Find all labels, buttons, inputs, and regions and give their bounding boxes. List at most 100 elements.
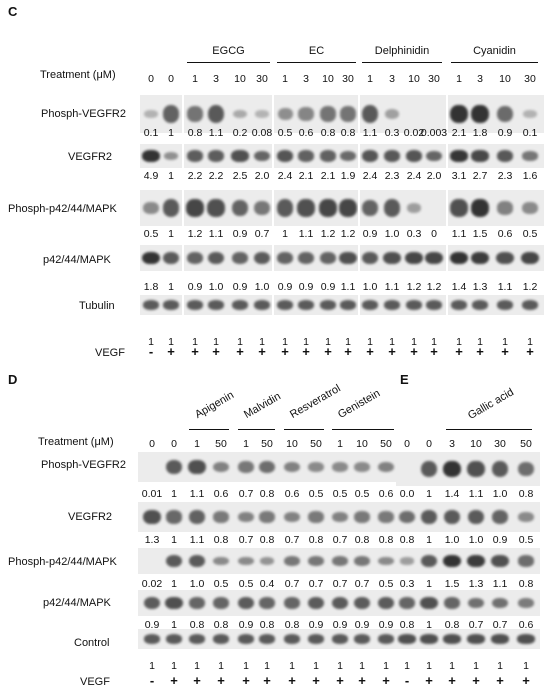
panel-d-band — [307, 596, 325, 610]
panel-d-quant-4-2: 1 — [194, 660, 200, 672]
panel-d-quant-3-0: 0.9 — [144, 619, 160, 631]
panel-c-band — [142, 251, 160, 265]
panel-c-vegf-4: + — [236, 344, 244, 359]
panel-c-quant-4-4: 1 — [237, 336, 243, 348]
panel-d-row-label-4: Control — [74, 637, 110, 649]
panel-c-quant-4-6: 1 — [282, 336, 288, 348]
panel-c-lane-gap — [446, 144, 448, 168]
panel-c-quant-2-3: 1.1 — [208, 228, 224, 240]
panel-d-band — [307, 634, 325, 644]
panel-c-quant-4-12: 1 — [411, 336, 417, 348]
panel-d-quant-0-1: 1 — [171, 488, 177, 500]
panel-c-quant-4-1: 1 — [168, 336, 174, 348]
panel-c-group-3: Cyanidin — [473, 45, 516, 57]
panel-d-vegf-0: - — [149, 673, 155, 688]
panel-e-treatment-5: 50 — [520, 438, 532, 450]
panel-c-vegf-14: + — [455, 344, 463, 359]
panel-c-blot-1 — [140, 144, 544, 168]
panel-d-quant-4-1: 1 — [171, 660, 177, 672]
panel-e-quant-1-3: 1.0 — [468, 534, 484, 546]
panel-e-treatment-1: 0 — [426, 438, 432, 450]
panel-d-row-label-1: VEGFR2 — [68, 511, 113, 523]
panel-e-blot-4 — [396, 629, 540, 649]
panel-c-quant-0-11: 0.3 — [384, 127, 400, 139]
panel-c-band — [319, 252, 337, 264]
panel-d-band — [165, 596, 183, 610]
panel-e-band — [517, 634, 535, 644]
panel-c-band — [297, 150, 315, 162]
panel-c-vegf-5: + — [258, 344, 266, 359]
panel-d-quant-0-5: 0.8 — [259, 488, 275, 500]
panel-c-band — [254, 200, 270, 216]
panel-c-row-label-0: Phosph-VEGFR2 — [41, 108, 126, 120]
panel-d-quant-3-5: 0.8 — [259, 619, 275, 631]
panel-c-quant-2-5: 0.7 — [254, 228, 270, 240]
panel-c-blot-0 — [140, 95, 544, 133]
panel-d-group-0: Apigenin — [193, 389, 237, 421]
panel-e-band — [443, 460, 461, 478]
panel-c-quant-1-6: 2.4 — [277, 170, 293, 182]
panel-d-band — [283, 634, 301, 644]
panel-c-vegf-15: + — [476, 344, 484, 359]
panel-e-vegf-1: + — [425, 673, 433, 688]
panel-d-band — [331, 596, 349, 610]
panel-d-quant-2-2: 1.0 — [189, 578, 205, 590]
panel-c-band — [162, 105, 180, 123]
panel-c-quant-1-15: 2.7 — [472, 170, 488, 182]
panel-d-band — [332, 555, 348, 567]
panel-c-quant-0-8: 0.8 — [320, 127, 336, 139]
panel-c-quant-3-4: 0.9 — [232, 281, 248, 293]
panel-c-quant-3-1: 1 — [168, 281, 174, 293]
panel-c-quant-4-13: 1 — [431, 336, 437, 348]
panel-d-quant-2-8: 0.7 — [332, 578, 348, 590]
panel-d-vegf-4: + — [242, 673, 250, 688]
panel-c-lane-gap — [182, 144, 184, 168]
panel-d-quant-0-2: 1.1 — [189, 488, 205, 500]
panel-d-band — [284, 555, 300, 567]
panel-e-band — [420, 460, 438, 478]
panel-d-blot-1 — [138, 502, 396, 532]
panel-d-band — [143, 509, 161, 525]
panel-c-treatment-label: Treatment (μM) — [40, 69, 116, 81]
panel-d-quant-3-10: 0.9 — [378, 619, 394, 631]
panel-c-quant-2-15: 1.5 — [472, 228, 488, 240]
panel-d-quant-2-10: 0.5 — [378, 578, 394, 590]
panel-c-vegf-13: + — [430, 344, 438, 359]
panel-c-blot-3 — [140, 245, 544, 271]
panel-c-treatment-4: 10 — [234, 73, 246, 85]
panel-d-blot-3 — [138, 590, 396, 616]
panel-c-band — [253, 251, 271, 265]
panel-c-band — [255, 110, 269, 118]
panel-d-band — [332, 511, 348, 523]
panel-c-quant-3-14: 1.4 — [451, 281, 467, 293]
panel-c-treatment-6: 1 — [282, 73, 288, 85]
panel-c-lane-gap — [358, 95, 360, 133]
panel-d-row-label-3: p42/44/MAPK — [43, 597, 111, 609]
panel-e-vegf-2: + — [448, 673, 456, 688]
panel-c-band — [361, 150, 379, 162]
panel-d-band — [188, 554, 206, 568]
panel-c-quant-4-5: 1 — [259, 336, 265, 348]
panel-c-blot-2 — [140, 190, 544, 226]
panel-e-blot-0 — [396, 452, 540, 486]
panel-c-quant-4-15: 1 — [477, 336, 483, 348]
panel-c-quant-1-10: 2.4 — [362, 170, 378, 182]
panel-c-vegf-1: + — [167, 344, 175, 359]
panel-c-band — [187, 106, 203, 122]
panel-c-quant-0-9: 0.8 — [340, 127, 356, 139]
panel-d-band — [258, 634, 276, 644]
panel-e-quant-0-1: 1 — [426, 488, 432, 500]
panel-d-quant-3-1: 1 — [171, 619, 177, 631]
panel-d-band — [165, 554, 183, 568]
panel-c-band — [450, 300, 468, 310]
panel-e-quant-4-5: 1 — [523, 660, 529, 672]
panel-c-quant-0-6: 0.5 — [277, 127, 293, 139]
panel-d-quant-3-4: 0.9 — [238, 619, 254, 631]
panel-d-band — [188, 509, 206, 525]
panel-c-band — [207, 104, 225, 124]
panel-d-treatment-3: 50 — [215, 438, 227, 450]
panel-e-vegf-0: - — [404, 673, 410, 688]
panel-e-treatment-2: 3 — [449, 438, 455, 450]
panel-c-band — [319, 150, 337, 162]
panel-c-lane-gap — [358, 295, 360, 315]
